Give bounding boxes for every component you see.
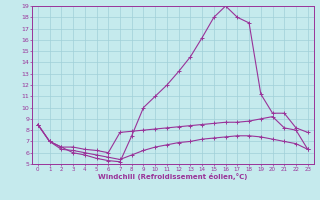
X-axis label: Windchill (Refroidissement éolien,°C): Windchill (Refroidissement éolien,°C) — [98, 173, 247, 180]
